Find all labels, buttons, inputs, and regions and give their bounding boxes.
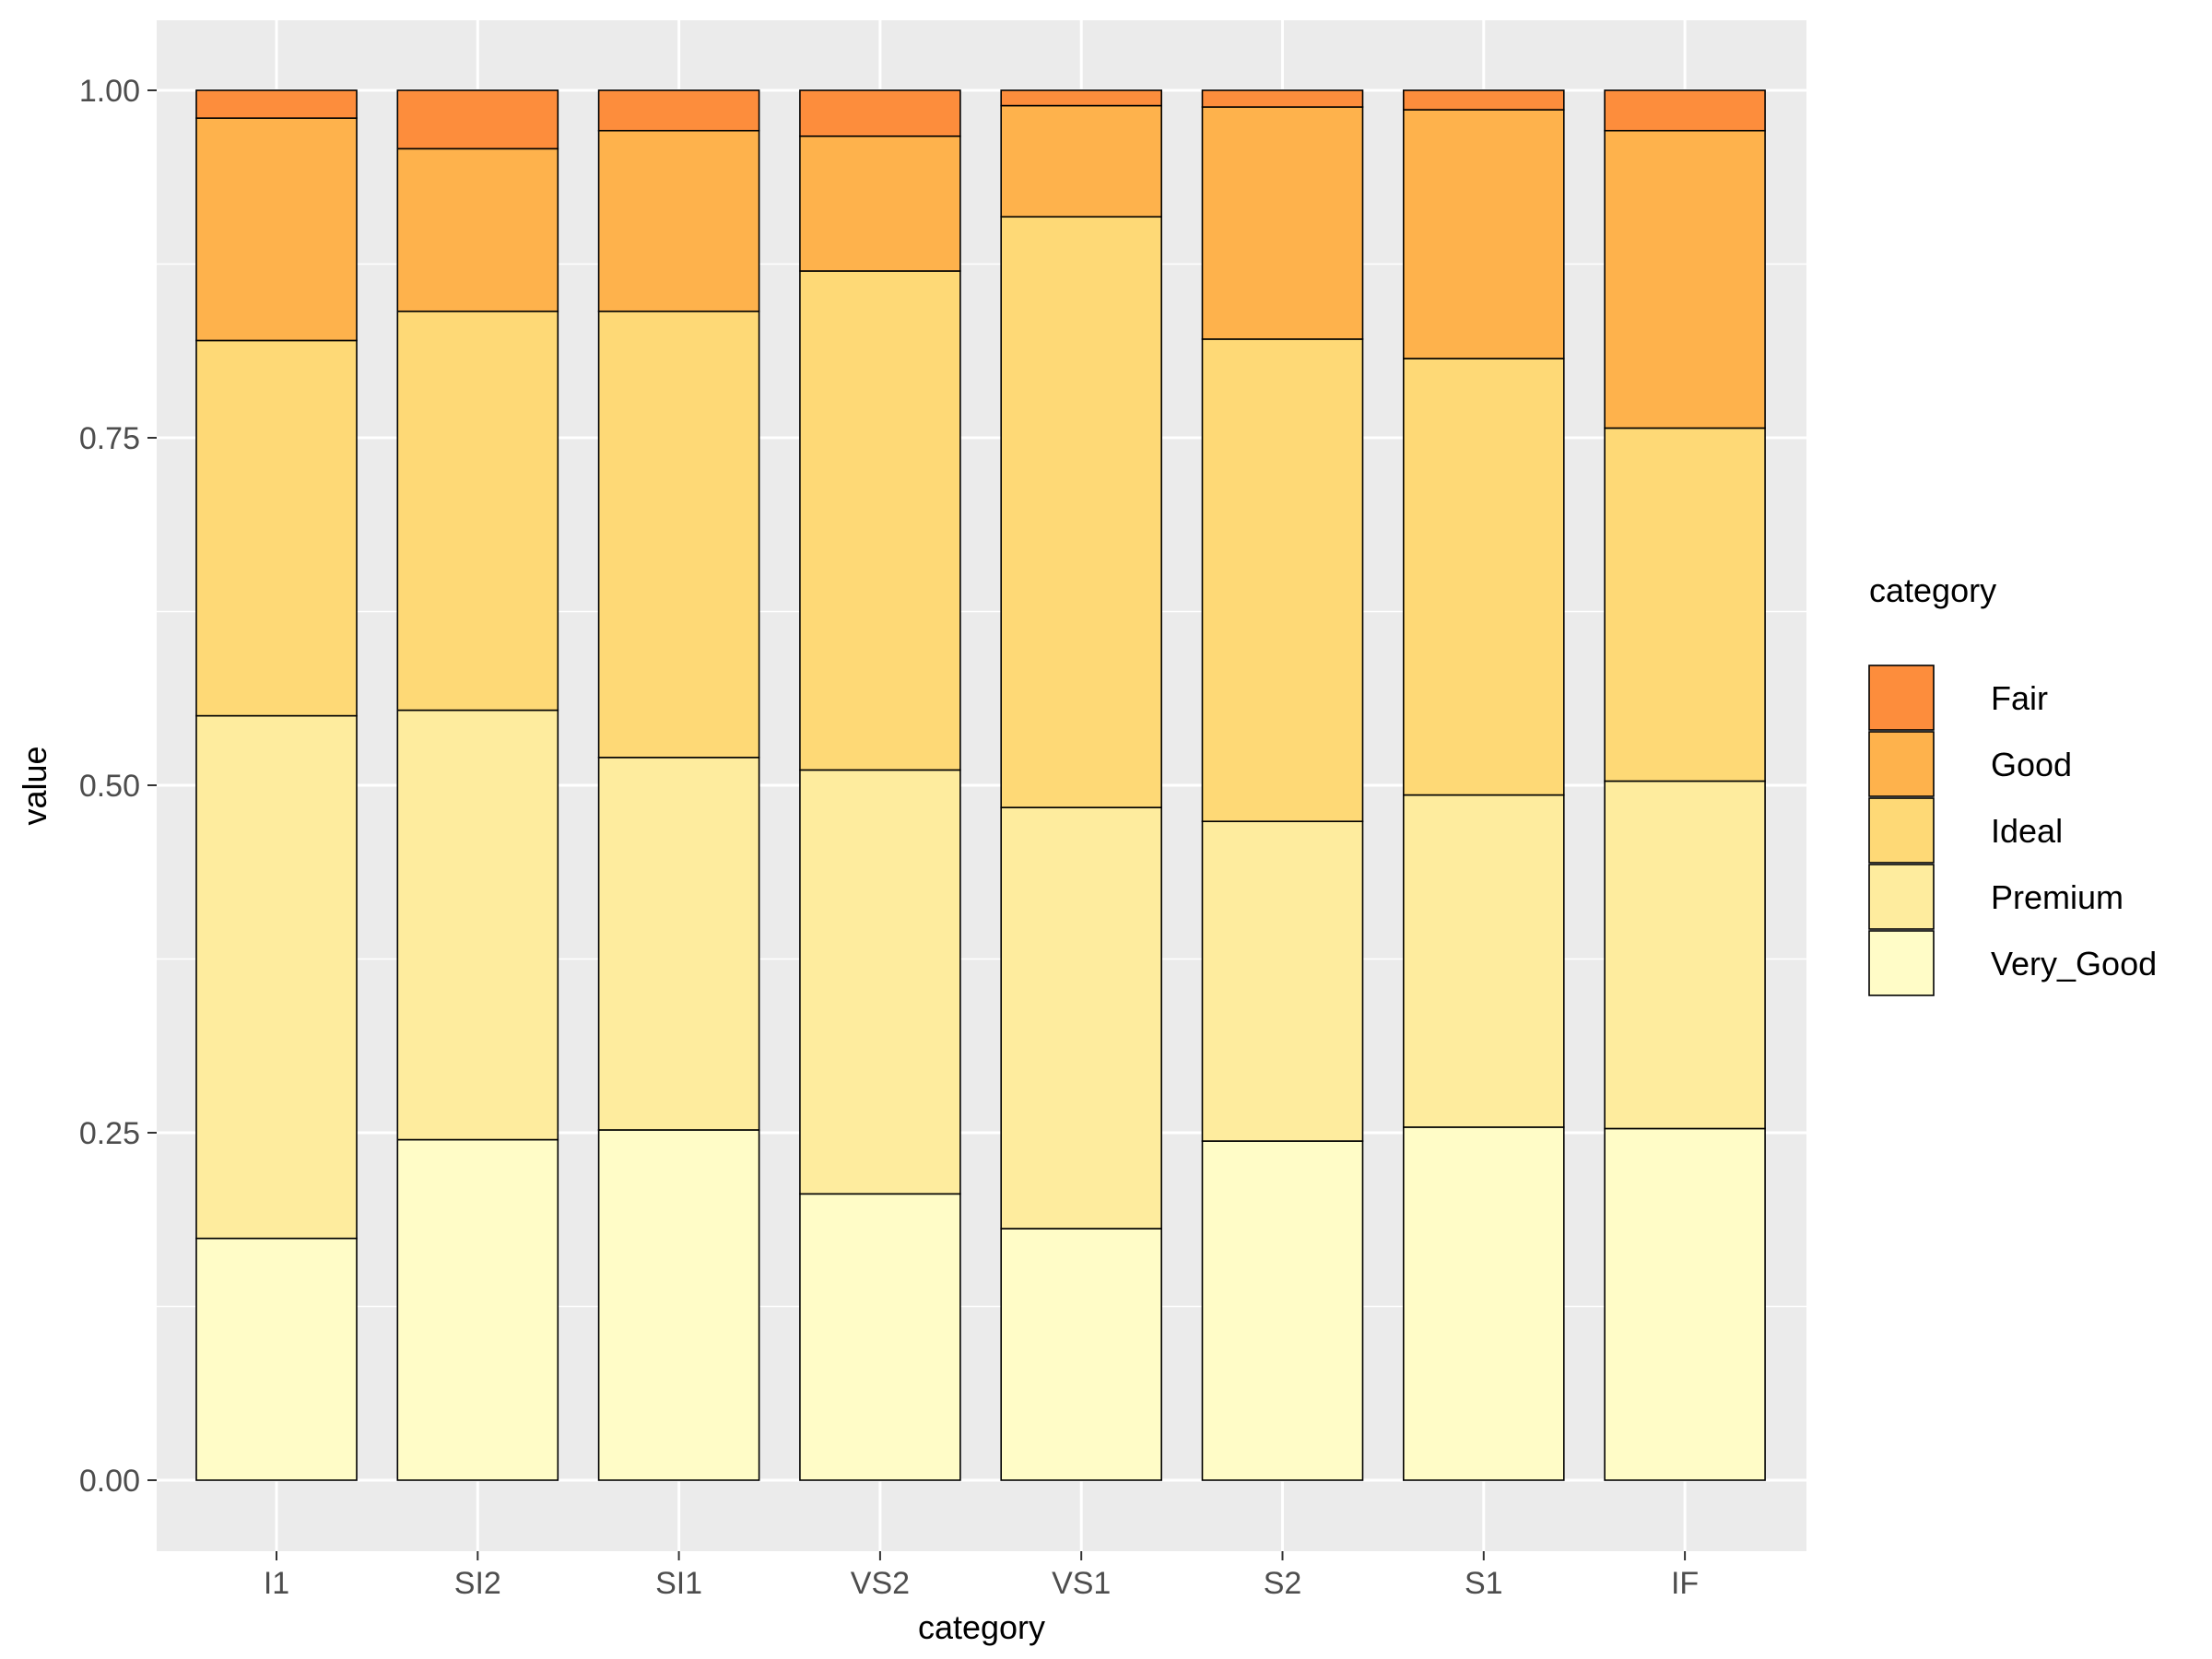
legend: category Fair Good Ideal Premium Very_Good	[1868, 571, 2157, 996]
bar-segment-SI1-very_good	[597, 1129, 760, 1481]
legend-key-ideal	[1868, 797, 1935, 864]
x-tick-label: VS2	[851, 1566, 910, 1601]
bar-segment-SI2-very_good	[396, 1138, 559, 1481]
bar-segment-VS1-premium	[1000, 806, 1162, 1230]
x-tick-label: VS1	[1052, 1566, 1111, 1601]
bar-segment-SI1-ideal	[597, 310, 760, 759]
bar-segment-S1-fair	[1403, 89, 1565, 111]
bar-segment-VS2-ideal	[799, 270, 961, 771]
bar-segment-I1-good	[195, 117, 358, 342]
bar-segment-S1-ideal	[1403, 358, 1565, 796]
y-tick-label: 0.50	[79, 769, 140, 804]
legend-label-premium: Premium	[1991, 878, 2124, 916]
x-tick-label: S1	[1465, 1566, 1503, 1601]
x-axis-title: category	[918, 1608, 1045, 1646]
bar-segment-S2-premium	[1201, 820, 1364, 1142]
bar-segment-I1-very_good	[195, 1237, 358, 1481]
legend-label-ideal: Ideal	[1991, 812, 2063, 850]
bar-segment-S1-very_good	[1403, 1126, 1565, 1481]
legend-label-very_good: Very_Good	[1991, 945, 2157, 982]
bar-segment-S1-good	[1403, 109, 1565, 359]
bar-segment-IF-very_good	[1604, 1127, 1766, 1481]
bar-segment-SI1-fair	[597, 89, 760, 132]
x-tick-label: I1	[264, 1566, 289, 1601]
bars	[195, 89, 1766, 1481]
bar-segment-S1-premium	[1403, 794, 1565, 1128]
bar-segment-I1-ideal	[195, 339, 358, 717]
bar-segment-S2-fair	[1201, 89, 1364, 108]
bar-segment-IF-fair	[1604, 89, 1766, 132]
legend-key-very_good	[1868, 930, 1935, 996]
bar-segment-IF-premium	[1604, 780, 1766, 1130]
bar-segment-SI2-ideal	[396, 310, 559, 712]
y-tick-label: 0.00	[79, 1464, 140, 1499]
y-axis-title: value	[16, 746, 53, 825]
bar-segment-VS2-good	[799, 135, 961, 272]
bar-segment-VS1-good	[1000, 104, 1162, 218]
y-tick-label: 1.00	[79, 74, 140, 109]
x-tick-label: S2	[1264, 1566, 1302, 1601]
bar-segment-VS2-fair	[799, 89, 961, 137]
x-tick-label: SI2	[454, 1566, 501, 1601]
x-tick-label: IF	[1671, 1566, 1699, 1601]
bar-segment-S2-ideal	[1201, 338, 1364, 823]
legend-key-fair	[1868, 665, 1935, 731]
bar-segment-IF-good	[1604, 129, 1766, 429]
x-axis: I1 SI2 SI1 VS2 VS1 S2 S1 IF	[264, 1551, 1699, 1601]
bar-segment-SI2-good	[396, 147, 559, 312]
legend-title: category	[1869, 571, 1996, 609]
legend-key-good	[1868, 731, 1935, 797]
legend-label-good: Good	[1991, 746, 2072, 783]
bar-segment-SI2-premium	[396, 709, 559, 1141]
legend-items: Fair Good Ideal Premium Very_Good	[1868, 665, 2157, 996]
bar-segment-VS2-premium	[799, 769, 961, 1195]
bar-segment-SI1-premium	[597, 757, 760, 1131]
y-axis: 0.00 0.25 0.50 0.75 1.00	[79, 74, 157, 1499]
y-tick-label: 0.75	[79, 421, 140, 456]
bar-segment-I1-premium	[195, 714, 358, 1240]
bar-segment-VS1-ideal	[1000, 216, 1162, 808]
y-tick-label: 0.25	[79, 1116, 140, 1151]
bar-segment-VS2-very_good	[799, 1193, 961, 1481]
bar-segment-SI2-fair	[396, 89, 559, 150]
bar-segment-VS1-fair	[1000, 89, 1162, 107]
legend-label-fair: Fair	[1991, 679, 2048, 717]
bar-segment-S2-good	[1201, 106, 1364, 340]
bar-segment-I1-fair	[195, 89, 358, 119]
legend-key-premium	[1868, 864, 1935, 930]
bar-segment-S2-very_good	[1201, 1140, 1364, 1481]
bar-segment-VS1-very_good	[1000, 1228, 1162, 1481]
x-tick-label: SI1	[655, 1566, 702, 1601]
bar-segment-IF-ideal	[1604, 427, 1766, 782]
bar-segment-SI1-good	[597, 129, 760, 312]
